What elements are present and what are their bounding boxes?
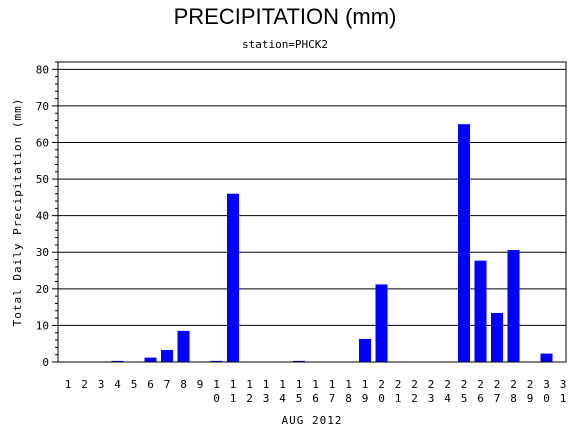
x-tick-label: 2 <box>461 378 468 391</box>
x-tick-label: 2 <box>428 378 435 391</box>
x-tick-label: 6 <box>312 392 319 405</box>
x-tick-label: 5 <box>131 378 138 391</box>
y-tick-label: 10 <box>36 319 49 332</box>
x-tick-label: 7 <box>494 392 501 405</box>
x-tick-label: 1 <box>230 378 237 391</box>
x-tick-label: 2 <box>378 378 385 391</box>
x-tick-label: 4 <box>444 392 451 405</box>
x-tick-label: 5 <box>461 392 468 405</box>
x-tick-label: 0 <box>543 392 550 405</box>
x-tick-label: 3 <box>428 392 435 405</box>
x-tick-label: 1 <box>345 378 352 391</box>
x-tick-label: 2 <box>81 378 88 391</box>
bars <box>111 124 553 362</box>
y-tick-label: 50 <box>36 173 49 186</box>
x-tick-label: 1 <box>279 378 286 391</box>
x-axis-label: AUG 2012 <box>282 414 343 427</box>
y-tick-label: 70 <box>36 100 49 113</box>
x-tick-label: 2 <box>411 378 418 391</box>
bar-day-11 <box>227 193 239 362</box>
plot-frame <box>57 61 567 363</box>
bar-day-6 <box>144 357 157 362</box>
x-tick-label: 2 <box>395 378 402 391</box>
x-tick-label: 7 <box>329 392 336 405</box>
bar-day-8 <box>177 330 190 362</box>
x-tick-label: 8 <box>345 392 352 405</box>
x-tick-label: 2 <box>510 378 517 391</box>
x-tick-label: 1 <box>312 378 319 391</box>
chart-title: PRECIPITATION (mm) <box>173 4 397 29</box>
bar-day-30 <box>540 353 553 362</box>
y-tick-label: 20 <box>36 283 49 296</box>
bar-day-28 <box>507 250 520 362</box>
x-tick-label: 2 <box>411 392 418 405</box>
y-tick-label: 0 <box>42 356 49 369</box>
x-tick-label: 1 <box>395 392 402 405</box>
bar-day-7 <box>161 349 173 362</box>
x-tick-label: 6 <box>147 378 154 391</box>
x-tick-label: 4 <box>279 392 286 405</box>
x-tick-label: 9 <box>527 392 534 405</box>
x-tick-label: 6 <box>477 392 484 405</box>
x-tick-label: 1 <box>65 378 72 391</box>
x-tick-label: 2 <box>494 378 501 391</box>
x-tick-label: 3 <box>543 378 550 391</box>
x-tick-label: 0 <box>378 392 385 405</box>
x-tick-label: 1 <box>362 378 369 391</box>
x-tick-label: 1 <box>263 378 270 391</box>
bar-day-15 <box>293 360 305 362</box>
x-tick-label: 2 <box>527 378 534 391</box>
x-tick-label: 8 <box>180 378 187 391</box>
x-tick-label: 9 <box>197 378 204 391</box>
x-tick-label: 1 <box>560 392 567 405</box>
bar-day-4 <box>111 360 124 362</box>
x-tick-label: 2 <box>444 378 451 391</box>
x-tick-label: 7 <box>164 378 171 391</box>
x-tick-label: 1 <box>246 378 253 391</box>
y-tick-label: 30 <box>36 246 49 259</box>
y-tick-label: 60 <box>36 136 49 149</box>
x-tick-label: 1 <box>230 392 237 405</box>
bar-day-19 <box>359 338 371 362</box>
x-tick-label: 0 <box>213 392 220 405</box>
x-tick-label: 3 <box>98 378 105 391</box>
x-tick-label: 2 <box>246 392 253 405</box>
y-axis-label: Total Daily Precipitation (mm) <box>11 98 24 327</box>
chart-subtitle: station=PHCK2 <box>241 38 329 51</box>
bar-day-10 <box>210 360 223 362</box>
y-tick-label: 80 <box>36 63 49 76</box>
bar-day-27 <box>491 312 503 362</box>
x-tick-label: 9 <box>362 392 369 405</box>
x-tick-label: 1 <box>296 378 303 391</box>
x-tick-label: 3 <box>560 378 567 391</box>
x-tick-label: 2 <box>477 378 484 391</box>
x-tick-label: 5 <box>296 392 303 405</box>
gridlines <box>58 68 566 326</box>
x-tick-label: 8 <box>510 392 517 405</box>
x-tick-label: 1 <box>213 378 220 391</box>
x-axis-ticks: 1 2 3 4 5 6 7 8 9 1011121314151617181920212223242… <box>65 378 567 405</box>
y-axis-ticks: 0 10 20 30 40 50 60 70 80 <box>36 61 58 369</box>
x-tick-label: 1 <box>329 378 336 391</box>
bar-day-25 <box>458 124 470 362</box>
x-tick-label: 4 <box>114 378 121 391</box>
x-tick-label: 3 <box>263 392 270 405</box>
bar-day-20 <box>375 284 388 362</box>
bar-day-26 <box>474 260 487 362</box>
y-tick-label: 40 <box>36 210 49 223</box>
